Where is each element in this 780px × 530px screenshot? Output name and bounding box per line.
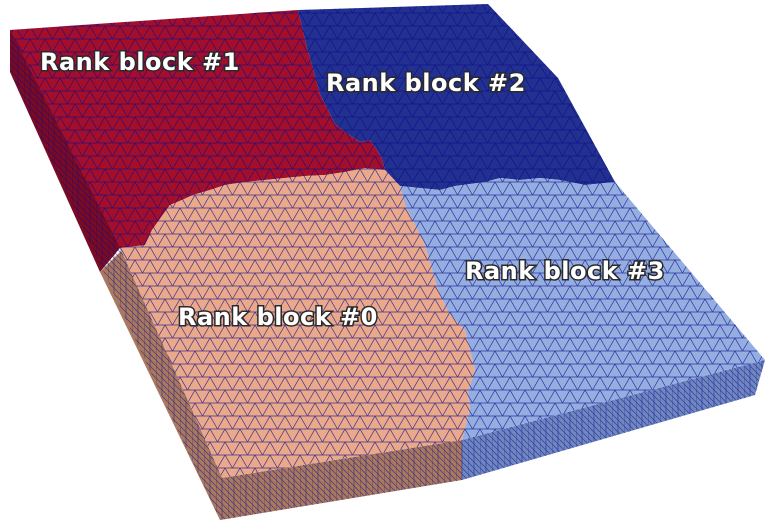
label-rank-block-2: Rank block #2 xyxy=(326,69,526,97)
label-rank-block-3: Rank block #3 xyxy=(465,257,665,285)
label-rank-block-1: Rank block #1 xyxy=(40,48,240,76)
top-face-mesh xyxy=(10,4,765,478)
label-rank-block-0: Rank block #0 xyxy=(178,303,378,331)
